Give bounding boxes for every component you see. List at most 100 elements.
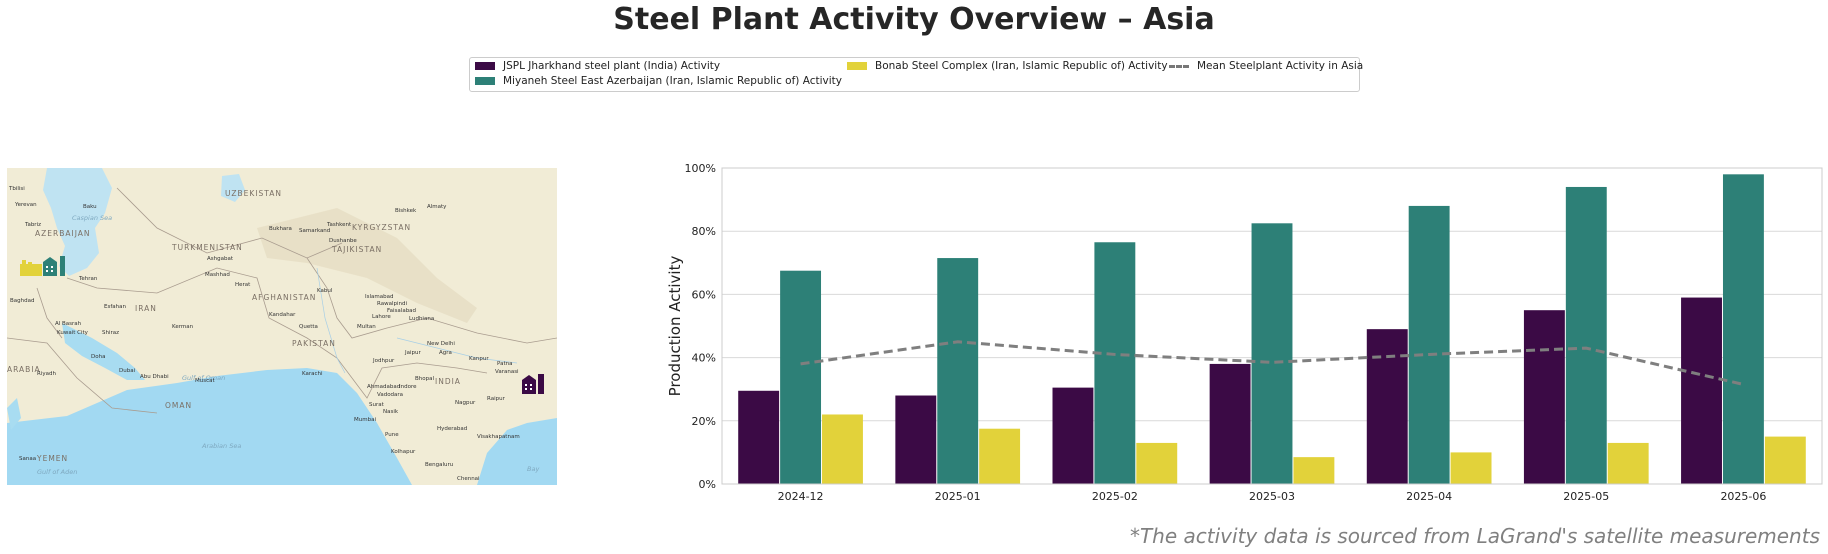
map-city-islamabad: Islamabad bbox=[365, 294, 393, 300]
map-city-baghdad: Baghdad bbox=[10, 298, 34, 304]
map-city-basrah: Al Basrah bbox=[55, 321, 82, 327]
x-tick-label: 2025-03 bbox=[1249, 490, 1295, 503]
map-city-isfahan: Esfahan bbox=[104, 304, 127, 310]
y-tick-label: 80% bbox=[692, 225, 716, 238]
map-borders bbox=[7, 187, 557, 414]
map-city-kabul: Kabul bbox=[317, 288, 333, 294]
bar bbox=[895, 395, 937, 484]
map-city-mashhad: Mashhad bbox=[205, 272, 230, 278]
factory-marker-jspl[interactable] bbox=[522, 374, 544, 394]
map-city-kerman: Kerman bbox=[172, 324, 194, 330]
bar bbox=[822, 414, 863, 484]
legend-label-bonab: Bonab Steel Complex (Iran, Islamic Repub… bbox=[875, 60, 1168, 72]
bar bbox=[738, 390, 780, 484]
x-tick-label: 2025-05 bbox=[1563, 490, 1609, 503]
map-city-tashkent: Tashkent bbox=[326, 222, 352, 228]
map-aral-sea bbox=[221, 174, 245, 202]
bar bbox=[1293, 457, 1335, 484]
bar bbox=[1607, 442, 1649, 484]
map-city-abu-dhabi: Abu Dhabi bbox=[140, 374, 169, 380]
map-city-bengaluru: Bengaluru bbox=[425, 462, 453, 468]
bar bbox=[1209, 363, 1251, 484]
map-city-almaty: Almaty bbox=[427, 204, 447, 210]
map-city-riyadh: Riyadh bbox=[37, 371, 56, 377]
bar bbox=[780, 270, 822, 484]
bar bbox=[1565, 186, 1607, 484]
map-city-ahmadabad: Ahmadabad bbox=[367, 384, 400, 390]
y-tick-label: 60% bbox=[692, 288, 716, 301]
map-city-vadodara: Vadodara bbox=[377, 392, 403, 398]
y-tick-label: 20% bbox=[692, 415, 716, 428]
map-label-bay: Bay bbox=[527, 465, 539, 473]
map-caspian-sea bbox=[43, 168, 112, 276]
map-label-gulf-aden: Gulf of Aden bbox=[37, 468, 77, 476]
map-label-arabian-sea: Arabian Sea bbox=[201, 442, 241, 450]
map-city-indore: Indore bbox=[399, 384, 417, 390]
map-persian-gulf bbox=[62, 323, 145, 380]
bar bbox=[1094, 242, 1136, 484]
map-city-kanpur: Kanpur bbox=[469, 356, 489, 362]
y-tick-label: 100% bbox=[685, 162, 716, 175]
bar bbox=[1764, 436, 1806, 484]
map-red-sea bbox=[7, 398, 21, 430]
data-source-footnote: *The activity data is sourced from LaGra… bbox=[1129, 524, 1820, 548]
map-city-herat: Herat bbox=[235, 282, 251, 288]
map-city-multan: Multan bbox=[357, 324, 376, 330]
legend-item-miyaneh: Miyaneh Steel East Azerbaijan (Iran, Isl… bbox=[475, 75, 842, 87]
bar bbox=[1722, 174, 1764, 484]
map-label-gulf-oman: Gulf of Oman bbox=[182, 374, 225, 382]
bar bbox=[1408, 205, 1450, 485]
legend-dash-mean bbox=[1169, 64, 1189, 68]
map-city-mumbai: Mumbai bbox=[354, 417, 376, 423]
map-label-uzbekistan: UZBEKISTAN bbox=[225, 189, 282, 198]
map-city-doha: Doha bbox=[91, 354, 105, 360]
x-tick-label: 2024-12 bbox=[778, 490, 824, 503]
map-city-bukhara: Bukhara bbox=[269, 226, 292, 232]
map-city-yerevan: Yerevan bbox=[14, 202, 37, 208]
x-tick-label: 2025-02 bbox=[1092, 490, 1138, 503]
map-city-tbilisi: Tbilisi bbox=[8, 186, 25, 192]
legend-swatch-bonab bbox=[847, 62, 867, 70]
map-city-varanasi: Varanasi bbox=[495, 369, 519, 375]
legend-swatch-miyaneh bbox=[475, 77, 495, 85]
map-city-faisalabad: Faisalabad bbox=[387, 308, 416, 314]
map-city-jaipur: Jaipur bbox=[404, 350, 421, 356]
map-city-chennai: Chennai bbox=[457, 476, 480, 482]
map-city-sanaa: Sanaa bbox=[19, 456, 36, 462]
bar bbox=[979, 428, 1021, 484]
map-city-baku: Baku bbox=[83, 204, 97, 210]
legend-item-bonab: Bonab Steel Complex (Iran, Islamic Repub… bbox=[847, 60, 1168, 72]
plot-frame bbox=[721, 167, 1823, 485]
map-city-visakhapatnam: Visakhapatnam bbox=[477, 434, 520, 440]
map-city-new-delhi: New Delhi bbox=[427, 341, 455, 347]
map-city-dushanbe: Dushanbe bbox=[329, 238, 357, 244]
map-rivers bbox=[316, 267, 518, 374]
map-city-pune: Pune bbox=[385, 432, 399, 438]
page-title: Steel Plant Activity Overview – Asia bbox=[613, 2, 1215, 37]
legend-label-jspl: JSPL Jharkhand steel plant (India) Activ… bbox=[503, 60, 721, 72]
map-label-kyrgyzstan: KYRGYZSTAN bbox=[352, 223, 411, 232]
factory-marker-miyaneh[interactable] bbox=[43, 256, 65, 276]
bar bbox=[1052, 387, 1094, 484]
x-tick-label: 2025-01 bbox=[935, 490, 981, 503]
map-city-kolhapur: Kolhapur bbox=[391, 449, 416, 455]
map-city-samarkand: Samarkand bbox=[299, 228, 330, 234]
bar bbox=[1450, 452, 1492, 484]
map-city-agra: Agra bbox=[439, 350, 452, 356]
map-city-karachi: Karachi bbox=[302, 371, 323, 377]
map-city-rawalpindi: Rawalpindi bbox=[377, 301, 407, 307]
map-city-hyderabad: Hyderabad bbox=[437, 426, 467, 432]
factory-icon-bonab bbox=[32, 264, 42, 276]
map-bay-of-bengal bbox=[477, 418, 557, 485]
map-city-lahore: Lahore bbox=[372, 314, 391, 320]
map-city-dubai: Dubai bbox=[119, 368, 136, 374]
bar bbox=[1366, 329, 1408, 484]
map-label-tajikistan: TAJIKISTAN bbox=[331, 245, 382, 254]
activity-chart: 0% 20% 40% 60% 80% 100% 2024-12 2025-01 2025-02 2… bbox=[660, 160, 1828, 519]
map-label-turkmenistan: TURKMENISTAN bbox=[171, 243, 243, 252]
map-label-pakistan: PAKISTAN bbox=[292, 339, 336, 348]
x-tick-label: 2025-06 bbox=[1720, 490, 1766, 503]
map-city-nagpur: Nagpur bbox=[455, 400, 476, 406]
y-tick-label: 0% bbox=[699, 478, 716, 491]
map-city-nashik: Nasik bbox=[383, 409, 399, 415]
